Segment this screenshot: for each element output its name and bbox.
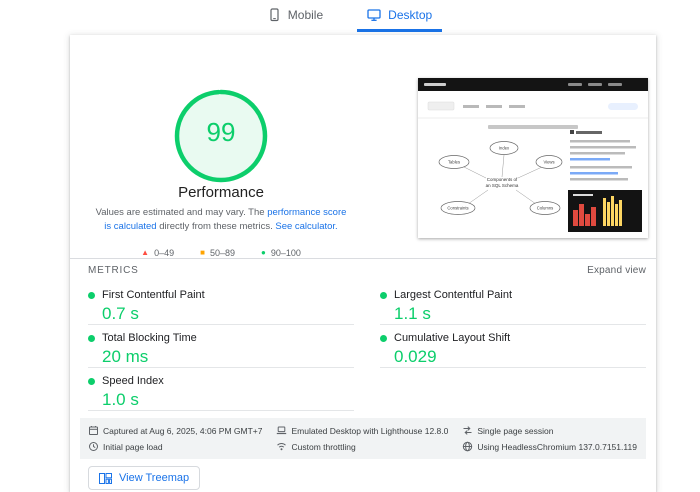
- globe-icon: [463, 441, 473, 452]
- expand-view-button[interactable]: Expand view: [587, 265, 646, 276]
- metrics-heading: METRICS: [88, 265, 139, 276]
- throttling-text: Custom throttling: [291, 441, 356, 452]
- diagram-title-line2: an SQL Schema: [486, 183, 519, 188]
- pass-dot-icon: [88, 334, 95, 342]
- diagram-node-tables: Tables: [448, 160, 460, 165]
- browser-version-text: Using HeadlessChromium 137.0.7151.119 wi…: [477, 441, 638, 452]
- legend-fail: ▲ 0–49: [141, 248, 174, 258]
- throttling[interactable]: Custom throttling: [276, 441, 448, 452]
- metric-value: 20 ms: [102, 347, 149, 366]
- gauge-column: 99 Performance Values are estimated and …: [76, 35, 366, 258]
- diagram-node-columns: Columns: [537, 206, 554, 211]
- laptop-icon: [277, 426, 287, 435]
- description-text-1: Values are estimated and may vary. The: [95, 207, 268, 219]
- metrics-grid: First Contentful Paint 0.7 s Largest Con…: [70, 282, 656, 411]
- diagram-node-constraints: Constraints: [447, 206, 468, 211]
- page-load-type-text: Initial page load: [103, 441, 163, 452]
- diagram-node-views: Views: [543, 160, 554, 165]
- pass-circle-icon: ●: [260, 248, 266, 257]
- metric-name: Speed Index: [102, 375, 164, 387]
- page-load-type: Initial page load: [88, 441, 262, 452]
- mobile-icon: [270, 7, 279, 21]
- metric-first-contentful-paint: First Contentful Paint 0.7 s: [88, 282, 354, 325]
- tab-mobile[interactable]: Mobile: [258, 0, 333, 32]
- clock-icon: [89, 442, 98, 451]
- pass-dot-icon: [380, 291, 387, 299]
- page-thumbnail-image: Tables Index Views Constraints Columns C…: [418, 78, 648, 238]
- metric-cumulative-layout-shift: Cumulative Layout Shift 0.029: [380, 325, 646, 368]
- pass-dot-icon: [380, 334, 387, 342]
- environment-bar: Captured at Aug 6, 2025, 4:06 PM GMT+7 E…: [80, 418, 646, 459]
- view-treemap-label: View Treemap: [119, 472, 190, 484]
- legend-average-range: 50–89: [209, 248, 235, 258]
- captured-at-text: Captured at Aug 6, 2025, 4:06 PM GMT+7: [103, 425, 263, 436]
- metric-total-blocking-time: Total Blocking Time 20 ms: [88, 325, 354, 368]
- diagram-title-line1: Components of: [487, 177, 518, 182]
- legend-pass-range: 90–100: [270, 248, 301, 258]
- metric-name: Largest Contentful Paint: [394, 289, 513, 301]
- emulated-device-text: Emulated Desktop with Lighthouse 12.8.0: [291, 425, 449, 436]
- page-thumbnail: Tables Index Views Constraints Columns C…: [418, 78, 648, 238]
- metric-value: 1.0 s: [102, 390, 139, 409]
- treemap-icon: [99, 472, 112, 484]
- performance-score: 99: [206, 117, 236, 148]
- performance-gauge: 99: [173, 88, 269, 183]
- pass-dot-icon: [88, 291, 95, 299]
- calendar-icon: [89, 426, 98, 435]
- score-section: 99 Performance Values are estimated and …: [70, 35, 656, 258]
- emulated-device[interactable]: Emulated Desktop with Lighthouse 12.8.0: [276, 425, 448, 436]
- legend-pass: ● 90–100: [261, 248, 301, 258]
- metric-name: Total Blocking Time: [102, 332, 197, 344]
- legend-average: ■ 50–89: [200, 248, 235, 258]
- tab-mobile-label: Mobile: [287, 7, 324, 22]
- score-description: Values are estimated and may vary. The p…: [92, 206, 350, 233]
- score-calc-link[interactable]: performance score is calculated: [104, 207, 347, 232]
- treemap-row: View Treemap: [70, 459, 656, 490]
- metric-value: 0.7 s: [102, 304, 139, 323]
- see-calculator-link[interactable]: See calculator.: [275, 220, 338, 232]
- session-type[interactable]: Single page session: [462, 425, 638, 436]
- report-card: 99 Performance Values are estimated and …: [70, 35, 656, 492]
- fail-triangle-icon: ▲: [141, 248, 150, 257]
- average-square-icon: ■: [200, 248, 205, 257]
- metric-largest-contentful-paint: Largest Contentful Paint 1.1 s: [380, 282, 646, 325]
- legend-fail-range: 0–49: [154, 248, 175, 258]
- metric-value: 1.1 s: [394, 304, 431, 323]
- session-arrows-icon: [463, 426, 472, 435]
- score-legend: ▲ 0–49 ■ 50–89 ● 90–100: [141, 248, 301, 258]
- metric-name: Cumulative Layout Shift: [394, 332, 511, 344]
- wifi-icon: [277, 443, 287, 451]
- view-treemap-button[interactable]: View Treemap: [88, 466, 201, 490]
- device-tabbar: Mobile Desktop: [0, 0, 700, 32]
- captured-at: Captured at Aug 6, 2025, 4:06 PM GMT+7: [88, 425, 262, 436]
- tab-desktop[interactable]: Desktop: [357, 0, 443, 32]
- browser-version[interactable]: Using HeadlessChromium 137.0.7151.119 wi…: [462, 441, 638, 452]
- diagram-node-index: Index: [499, 146, 510, 151]
- pass-dot-icon: [88, 377, 95, 385]
- metrics-header: METRICS Expand view: [70, 258, 656, 282]
- metric-speed-index: Speed Index 1.0 s: [88, 368, 354, 411]
- session-type-text: Single page session: [477, 425, 554, 436]
- desktop-icon: [367, 8, 381, 21]
- gauge-ring: [174, 89, 268, 183]
- metric-name: First Contentful Paint: [102, 289, 205, 301]
- metric-value: 0.029: [394, 347, 437, 366]
- performance-title: Performance: [178, 184, 264, 202]
- tab-desktop-label: Desktop: [388, 7, 433, 22]
- description-text-2: directly from these metrics.: [156, 220, 276, 232]
